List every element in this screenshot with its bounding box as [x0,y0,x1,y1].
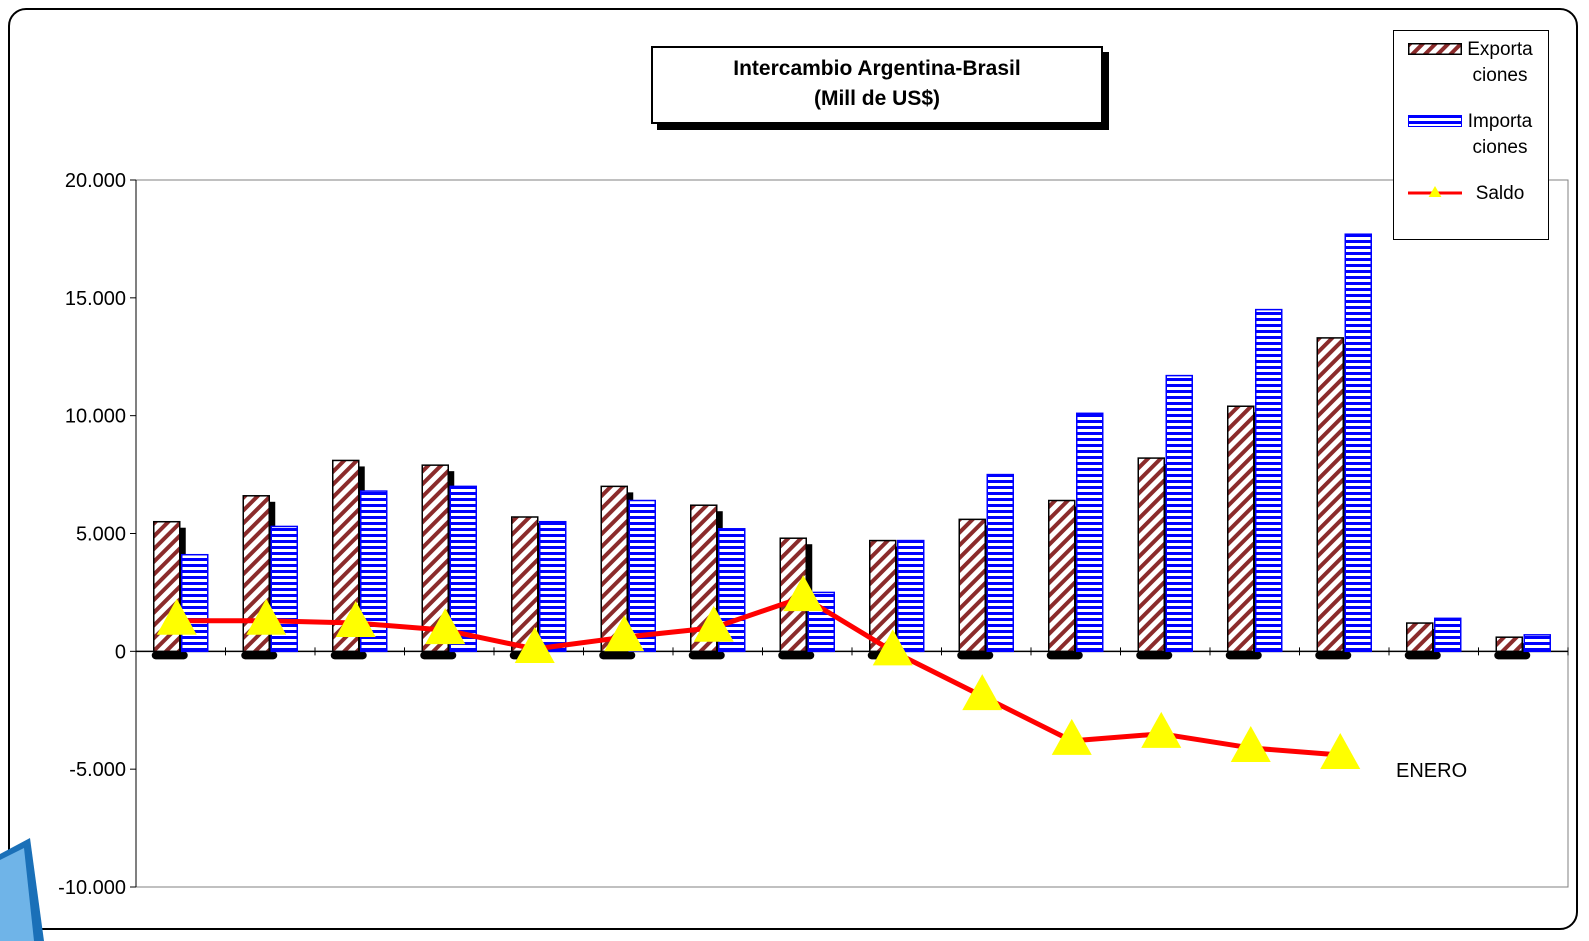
legend-label-importaciones-2: ciones [1472,137,1528,158]
export-bar [958,518,986,653]
saldo-marker [1230,725,1271,762]
saldo-marker [1141,711,1182,748]
legend-label-exportaciones-1: Exporta [1467,39,1533,60]
y-tick-label: -10.000 [58,877,126,899]
saldo-polyline [176,594,1341,758]
import-bar [628,499,656,653]
saldo-line [156,575,1361,770]
saldo-swatch-icon [1408,186,1462,197]
import-bar [1165,374,1193,653]
saldo-marker [335,601,376,638]
y-tick-label: 20.000 [65,170,126,192]
saldo-marker [962,674,1003,711]
import-bar [1434,617,1462,653]
import-bar [1523,634,1551,653]
exportaciones-swatch-icon [1408,43,1462,55]
export-bar [511,516,539,653]
export-bar-base [1404,651,1441,660]
y-tick-label: 0 [115,641,126,663]
export-bar-base [151,651,188,660]
export-bar-base [241,651,278,660]
chart-title-line-1: Intercambio Argentina-Brasil [733,57,1021,80]
export-bar-base [688,651,725,660]
chart-title: Intercambio Argentina-Brasil (Mill de US… [651,46,1103,124]
export-bar-base [330,651,367,660]
y-tick-label: 15.000 [65,288,126,310]
annotation-enero: ENERO [1396,760,1468,782]
corner-decoration [0,838,44,941]
import-bar [181,553,209,653]
saldo-marker [246,598,287,635]
import-bar [1076,412,1104,653]
y-tick-label: 10.000 [65,406,126,428]
y-tick-label: 5.000 [76,524,126,546]
export-bar [1227,405,1255,653]
export-bar [1137,457,1165,653]
chart-title-line-2: (Mill de US$) [813,87,940,110]
import-bar [449,485,477,653]
saldo-marker [604,615,645,652]
import-bar [1344,233,1372,653]
legend-label-importaciones-1: Importa [1467,111,1533,132]
import-bar [539,520,567,653]
export-bar [1406,622,1434,653]
chart-frame [8,8,1578,930]
saldo-marker [156,598,197,635]
y-tick-label: -5.000 [69,759,126,781]
importaciones-swatch-icon [1408,115,1462,127]
saldo-marker [1320,733,1361,770]
saldo-marker [425,608,466,645]
import-bar [986,473,1014,653]
export-bar-base [1046,651,1083,660]
export-bar-base [957,651,994,660]
legend-item-saldo: Saldo [1400,181,1546,211]
export-bar-base [599,651,636,660]
saldo-marker [1051,718,1092,755]
export-bar [1048,499,1076,653]
saldo-marker [872,629,913,666]
legend-item-importaciones: Importa ciones [1400,109,1546,169]
export-bar-base [1494,651,1531,660]
legend: Exporta ciones Importa ciones Saldo [1393,30,1549,240]
export-bar-base [1136,651,1173,660]
export-bar [1316,337,1344,653]
import-bar [1255,308,1283,653]
saldo-marker [693,605,734,642]
export-bar [1495,636,1523,653]
export-bar-base [420,651,457,660]
saldo-marker [514,626,555,663]
export-bar-base [1225,651,1262,660]
export-bar-base [1315,651,1352,660]
saldo-marker [783,575,824,612]
legend-item-exportaciones: Exporta ciones [1400,37,1546,97]
legend-label-saldo: Saldo [1475,183,1525,204]
import-bar [897,539,925,653]
export-bar-base [778,651,815,660]
legend-label-exportaciones-2: ciones [1472,65,1528,86]
bars [151,233,1551,660]
